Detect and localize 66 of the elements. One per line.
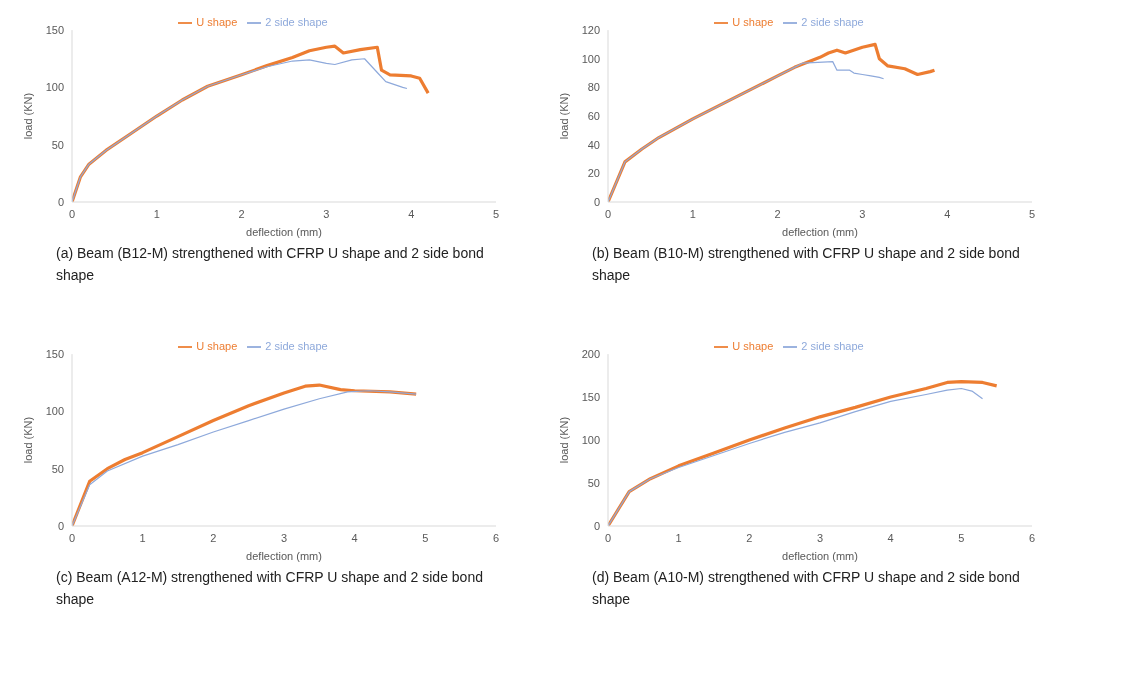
x-tick-label: 6 xyxy=(492,531,500,544)
x-axis-title: deflection (mm) xyxy=(782,226,858,238)
y-tick-label: 40 xyxy=(587,138,600,151)
y-axis-title: load (KN) xyxy=(21,416,34,464)
y-tick-label: 50 xyxy=(587,476,600,489)
x-tick-label: 4 xyxy=(944,207,951,220)
legend-label: 2 side shape xyxy=(801,16,864,28)
x-tick-label: 4 xyxy=(408,207,415,220)
y-tick-label: 0 xyxy=(593,195,600,208)
x-tick-label: 2 xyxy=(746,531,753,544)
text: (a) Beam (B12-M) strengthened with CFRP U shape and 2 side bond shape xyxy=(56,244,485,285)
legend-label: U shape xyxy=(732,340,774,352)
x-axis-title: deflection (mm) xyxy=(246,550,322,562)
x-tick-label: 0 xyxy=(68,531,76,544)
x-tick-label: 1 xyxy=(689,207,696,220)
x-tick-label: 0 xyxy=(68,207,76,220)
legend-label: 2 side shape xyxy=(801,340,864,352)
y-tick-label: 150 xyxy=(581,390,600,403)
y-tick-label: 100 xyxy=(581,433,600,446)
y-tick-label: 120 xyxy=(581,24,600,36)
x-tick-label: 2 xyxy=(210,531,217,544)
x-tick-label: 5 xyxy=(958,531,965,544)
y-tick-label: 100 xyxy=(45,81,64,94)
x-tick-label: 2 xyxy=(238,207,245,220)
x-tick-label: 6 xyxy=(1028,531,1036,544)
y-tick-label: 150 xyxy=(45,348,64,360)
x-tick-label: 5 xyxy=(1028,207,1036,220)
y-tick-label: 50 xyxy=(51,462,64,475)
x-tick-label: 3 xyxy=(816,531,824,544)
y-tick-label: 80 xyxy=(587,81,600,94)
y-tick-label: 0 xyxy=(57,519,64,532)
x-tick-label: 1 xyxy=(675,531,682,544)
text: (d) Beam (A10-M) strengthened with CFRP U shape and 2 side bond shape xyxy=(592,568,1021,609)
x-tick-label: 5 xyxy=(422,531,429,544)
legend-label: U shape xyxy=(732,16,774,28)
legend-label: 2 side shape xyxy=(265,340,328,352)
x-tick-label: 0 xyxy=(604,531,612,544)
x-tick-label: 1 xyxy=(139,531,146,544)
y-tick-label: 150 xyxy=(45,24,64,36)
y-tick-label: 60 xyxy=(587,109,600,122)
y-tick-label: 100 xyxy=(45,405,64,418)
y-tick-label: 0 xyxy=(593,519,600,532)
y-tick-label: 0 xyxy=(57,195,64,208)
x-tick-label: 2 xyxy=(774,207,781,220)
y-tick-label: 50 xyxy=(51,138,64,151)
x-tick-label: 1 xyxy=(153,207,160,220)
y-tick-label: 100 xyxy=(581,52,600,65)
text: (c) Beam (A12-M) strengthened with CFRP U shape and 2 side bond shape xyxy=(56,568,484,609)
x-axis-title: deflection (mm) xyxy=(782,550,858,562)
y-tick-label: 200 xyxy=(581,348,600,360)
x-tick-label: 3 xyxy=(280,531,288,544)
x-tick-label: 3 xyxy=(323,207,330,220)
x-tick-label: 4 xyxy=(351,531,358,544)
y-axis-title: load (KN) xyxy=(557,416,570,464)
x-tick-label: 5 xyxy=(492,207,500,220)
x-axis-title: deflection (mm) xyxy=(246,226,322,238)
legend-label: U shape xyxy=(196,340,238,352)
y-axis-title: load (KN) xyxy=(21,92,34,140)
y-tick-label: 20 xyxy=(587,167,600,180)
x-tick-label: 0 xyxy=(604,207,612,220)
legend-label: U shape xyxy=(196,16,238,28)
legend-label: 2 side shape xyxy=(265,16,328,28)
text: (b) Beam (B10-M) strengthened with CFRP U shape and 2 side bond shape xyxy=(592,244,1021,285)
x-tick-label: 3 xyxy=(859,207,866,220)
y-axis-title: load (KN) xyxy=(557,92,570,140)
x-tick-label: 4 xyxy=(887,531,894,544)
